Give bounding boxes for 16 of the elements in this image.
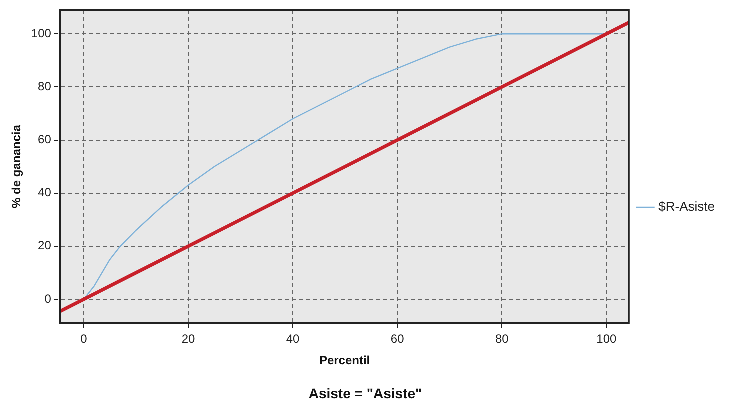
y-tick-label: 60	[38, 132, 52, 147]
x-tick-label: 60	[390, 332, 405, 346]
y-tick-label: 20	[38, 238, 52, 253]
x-tick-label: 100	[596, 332, 618, 346]
y-axis-title: % de ganancia	[10, 124, 24, 208]
x-tick-label: 20	[182, 332, 196, 346]
x-tick-label: 80	[495, 332, 510, 346]
y-tick-label: 0	[44, 292, 52, 306]
x-axis-title: Percentil	[319, 353, 370, 368]
legend-label: $R-Asiste	[658, 199, 716, 214]
y-tick-label: 40	[38, 186, 52, 200]
y-tick-label: 80	[38, 79, 52, 94]
text: Asiste = "Asiste"	[308, 385, 422, 402]
x-tick-label: 0	[80, 332, 88, 346]
y-tick-label: 100	[31, 26, 52, 40]
x-tick-label: 40	[286, 332, 300, 346]
